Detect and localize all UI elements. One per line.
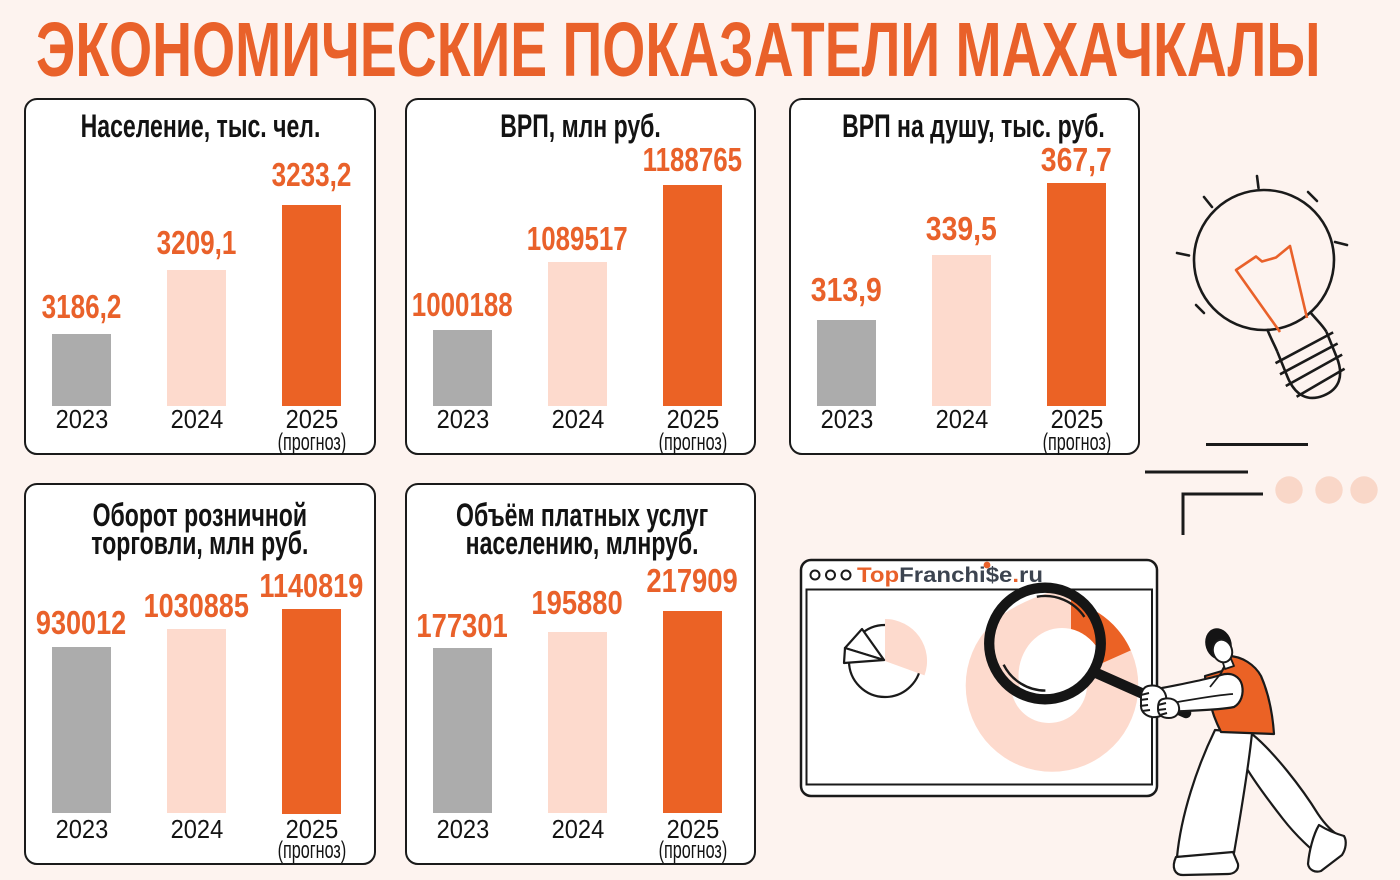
svg-text:TopFranchi$e.ru: Top Franchi$e .ru <box>857 564 1043 587</box>
